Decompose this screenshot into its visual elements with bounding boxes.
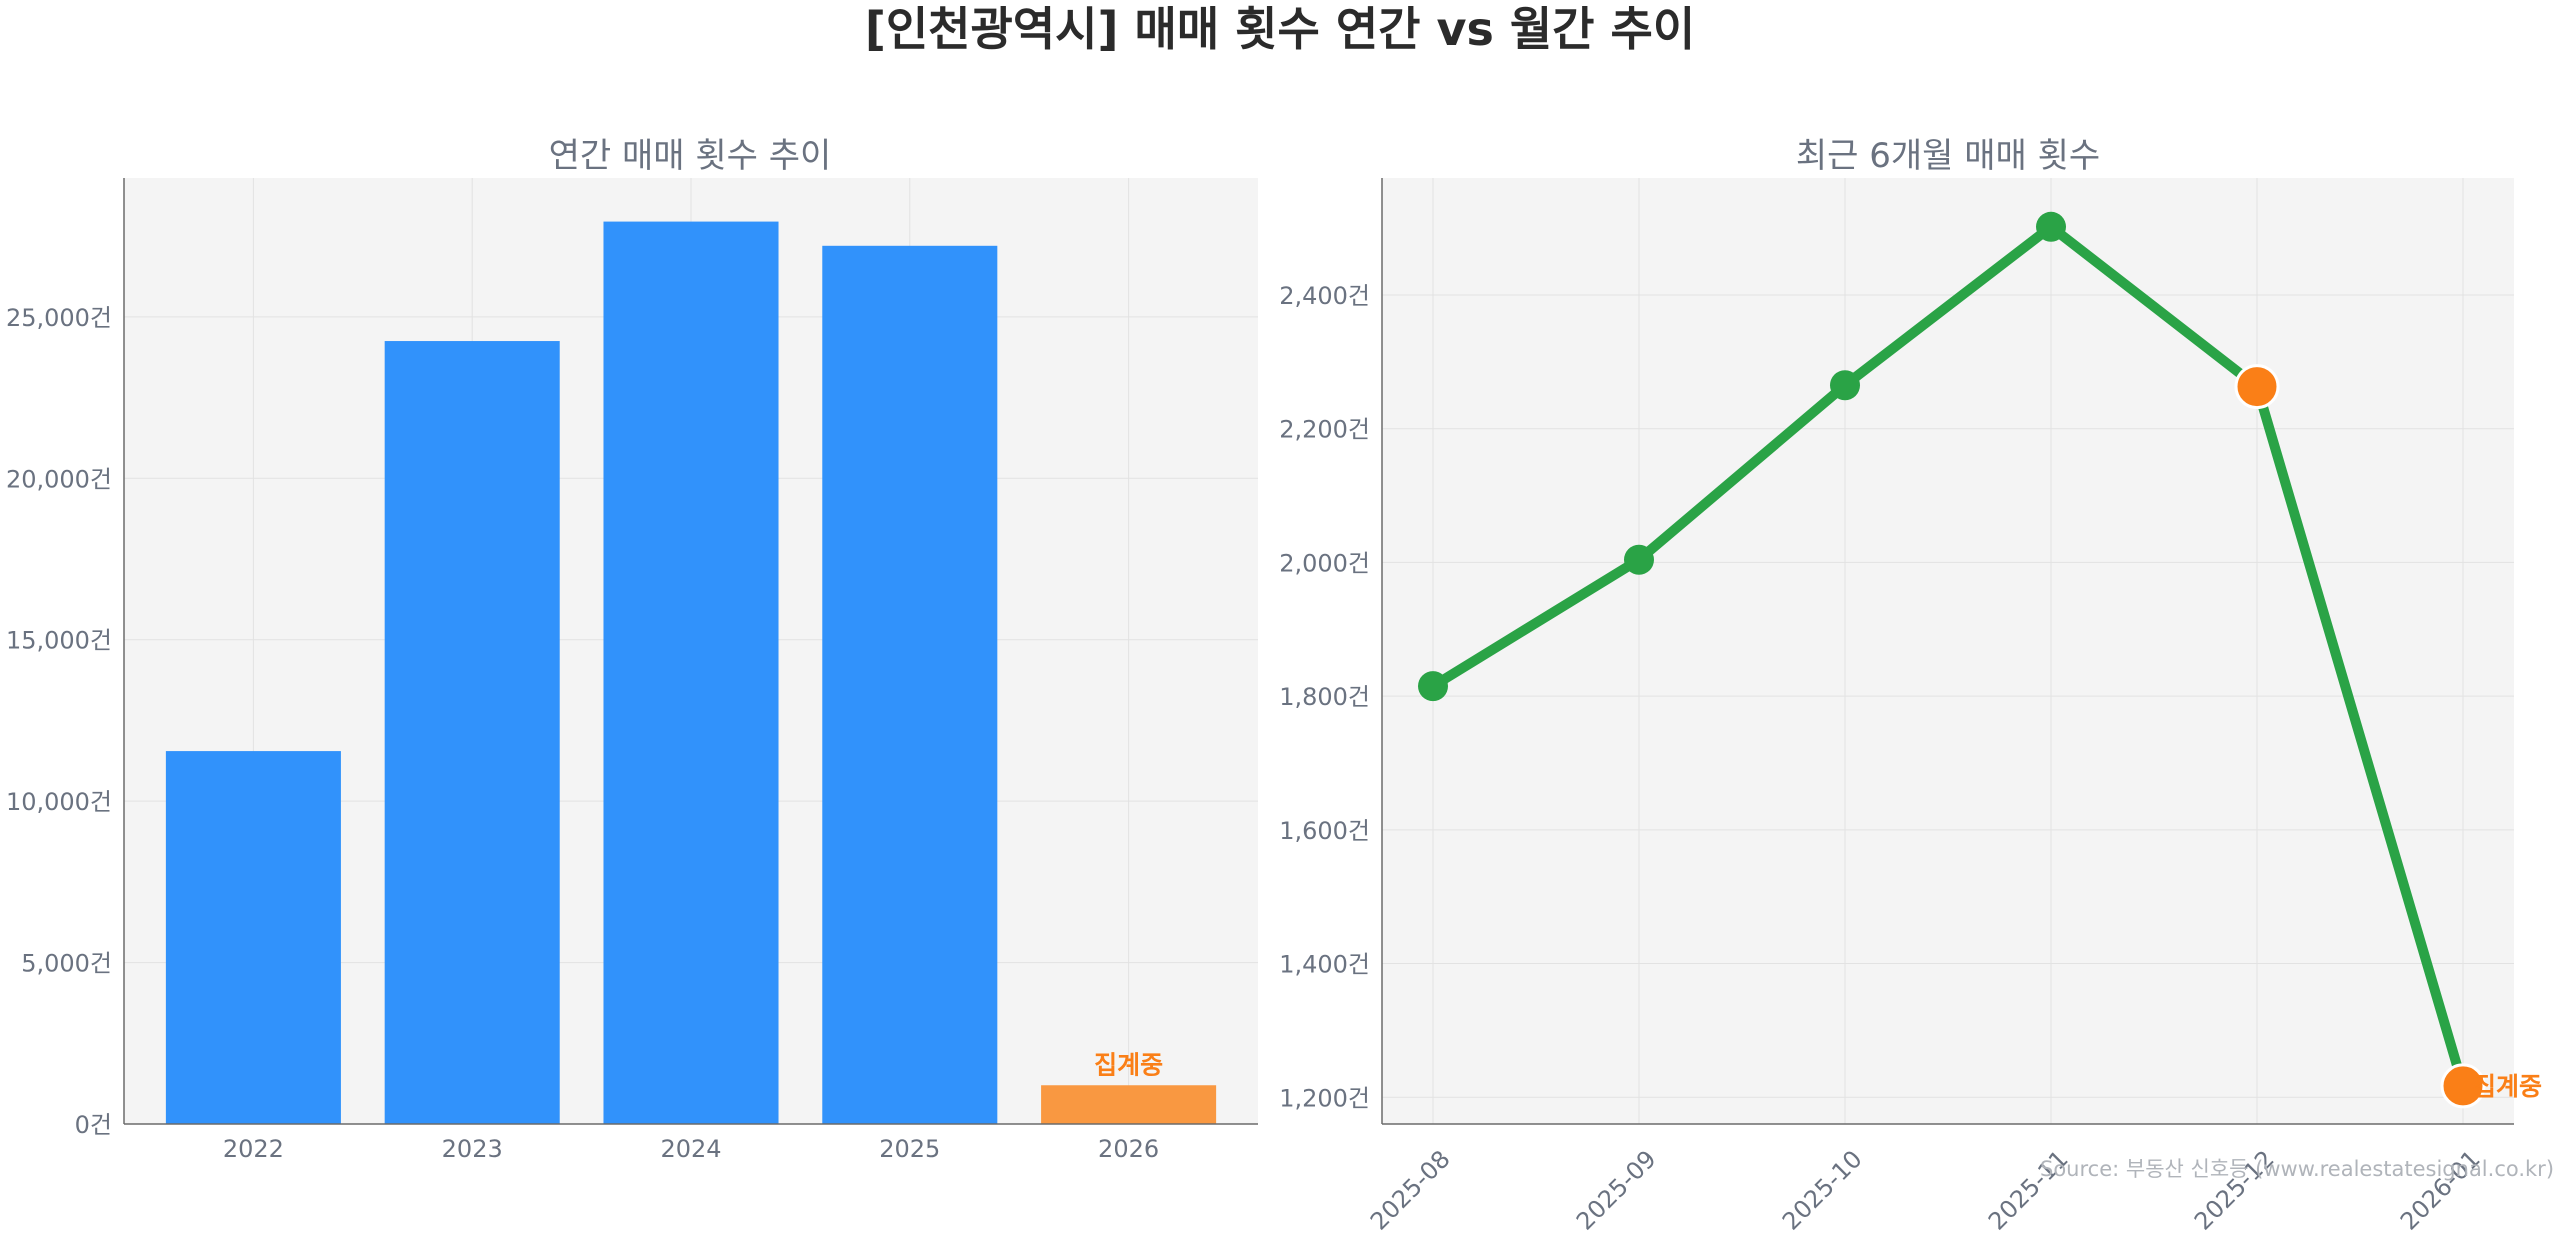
bar-xtick-label: 2026	[1098, 1135, 1159, 1163]
line-ytick-label: 2,000건	[1279, 549, 1370, 577]
bar-ytick-label: 20,000건	[6, 465, 112, 493]
line-annotation: 집계중	[2473, 1072, 2542, 1101]
bar-ytick-label: 25,000건	[6, 304, 112, 332]
bar-2023	[384, 341, 560, 1124]
bar-ytick-label: 10,000건	[6, 788, 112, 816]
line-plot-area	[1382, 178, 2514, 1124]
source-note: Source: 부동산 신호등 (www.realestatesignal.co…	[2040, 1157, 2555, 1181]
line-xtick-label: 2025-09	[1571, 1145, 1662, 1234]
line-ytick-label: 1,400건	[1279, 951, 1370, 979]
line-ytick-label: 1,800건	[1279, 683, 1370, 711]
bar-xtick-label: 2024	[660, 1135, 721, 1163]
line-xtick-label: 2025-08	[1365, 1145, 1456, 1234]
bar-xtick-label: 2022	[223, 1135, 284, 1163]
line-point-2025-08	[1418, 671, 1448, 702]
line-point-2025-10	[1830, 370, 1860, 401]
bar-xtick-label: 2025	[879, 1135, 940, 1163]
bar-chart-title: 연간 매매 횟수 추이	[548, 136, 832, 176]
bar-2022	[165, 751, 341, 1124]
bar-annotation: 집계중	[1094, 1050, 1163, 1079]
line-xtick-label: 2025-10	[1777, 1145, 1868, 1234]
bar-2025	[822, 245, 998, 1124]
line-point-highlight-2026-01	[2440, 1063, 2486, 1109]
bar-ytick-label: 15,000건	[6, 627, 112, 655]
line-point-2025-09	[1624, 544, 1654, 575]
bar-xtick-label: 2023	[442, 1135, 503, 1163]
line-chart-title: 최근 6개월 매매 횟수	[1795, 136, 2101, 176]
line-chart: 1,200건 1,400건 1,600건 1,800건 2,000건 2,200건 2,40…	[1279, 178, 2542, 1234]
line-ytick-label: 2,400건	[1279, 282, 1370, 310]
line-ytick-label: 1,200건	[1279, 1084, 1370, 1112]
bar-ytick-label: 5,000건	[21, 950, 112, 978]
bar-2026	[1041, 1085, 1217, 1124]
line-ytick-label: 2,200건	[1279, 416, 1370, 444]
line-ytick-label: 1,600건	[1279, 817, 1370, 845]
bar-ytick-label: 0건	[75, 1111, 112, 1139]
line-point-highlight-2025-12	[2234, 364, 2280, 410]
bar-chart: 0건 5,000건 10,000건 15,000건 20,000건 25,000건 2022…	[6, 178, 1258, 1163]
line-series	[1428, 221, 2468, 1091]
line-point-2025-11	[2036, 211, 2066, 242]
figure-title: [인천광역시] 매매 횟수 연간 vs 월간 추이	[864, 2, 1696, 56]
bar-2024	[603, 221, 779, 1124]
